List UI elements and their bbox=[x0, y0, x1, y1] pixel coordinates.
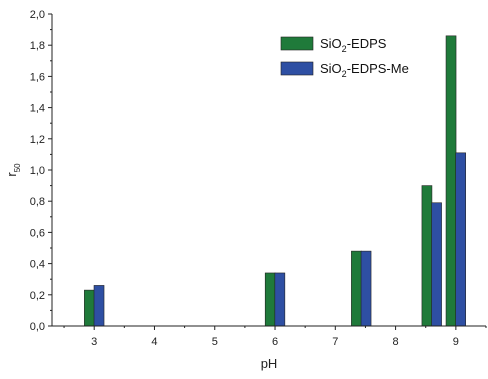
tick-labels: 0,0 0,2 0,4 0,6 0,8 1,0 1,2 1,4 1,6 1,8 2,0 3 4 5 6 7 8 9 bbox=[30, 9, 459, 348]
legend-label-sio2-edps-main: SiO bbox=[320, 36, 342, 51]
legend-label-sio2-edps-me-main: SiO bbox=[320, 61, 342, 76]
bar-series-2-point-1 bbox=[93, 285, 105, 327]
y-tick-label: 1,8 bbox=[30, 40, 45, 52]
x-tick-label: 4 bbox=[151, 336, 157, 348]
y-tick-label: 0,8 bbox=[30, 196, 45, 208]
bar-series-2-point-2 bbox=[274, 272, 286, 327]
ticks bbox=[48, 13, 487, 330]
bar-series-1-point-5 bbox=[445, 35, 457, 327]
y-tick-label: 0,6 bbox=[30, 227, 45, 239]
y-axis-title-sub: 50 bbox=[13, 163, 22, 172]
bar-series-1-point-4 bbox=[421, 185, 433, 327]
legend-label-sio2-edps-sub: 2 bbox=[342, 44, 347, 54]
legend-label-sio2-edps: SiO2-EDPS bbox=[320, 36, 387, 54]
bar-series-2-point-5 bbox=[455, 152, 466, 327]
y-tick-label: 0,2 bbox=[30, 290, 45, 302]
legend-label-sio2-edps-me-rest: -EDPS-Me bbox=[347, 61, 409, 76]
y-tick-label: 2,0 bbox=[30, 9, 45, 21]
legend-label-sio2-edps-me-sub: 2 bbox=[342, 69, 347, 79]
legend-swatch-sio2-edps-me bbox=[280, 61, 314, 76]
x-tick-label: 6 bbox=[272, 336, 278, 348]
legend-label-sio2-edps-rest: -EDPS bbox=[347, 36, 387, 51]
y-axis-title: r50 bbox=[4, 163, 22, 177]
y-tick-label: 0,4 bbox=[30, 259, 45, 271]
x-axis-title: pH bbox=[261, 356, 278, 371]
bar-series-2-point-3 bbox=[360, 250, 372, 327]
legend-swatch-sio2-edps bbox=[280, 36, 314, 51]
y-tick-label: 1,0 bbox=[30, 165, 45, 177]
bars bbox=[84, 35, 466, 327]
y-tick-label: 1,4 bbox=[30, 103, 45, 115]
x-tick-label: 3 bbox=[91, 336, 97, 348]
y-tick-label: 1,6 bbox=[30, 71, 45, 83]
x-tick-label: 9 bbox=[453, 336, 459, 348]
x-tick-label: 5 bbox=[212, 336, 218, 348]
bar-series-1-point-1 bbox=[84, 289, 95, 327]
x-tick-label: 7 bbox=[332, 336, 338, 348]
x-tick-label: 8 bbox=[393, 336, 399, 348]
bar-series-1-point-2 bbox=[264, 272, 276, 327]
y-axis-title-main: r bbox=[4, 172, 19, 177]
y-tick-label: 1,2 bbox=[30, 134, 45, 146]
y-tick-label: 0,0 bbox=[30, 321, 45, 333]
legend: SiO2-EDPS SiO2-EDPS-Me bbox=[280, 36, 409, 79]
bar-series-1-point-3 bbox=[351, 250, 362, 327]
legend-label-sio2-edps-me: SiO2-EDPS-Me bbox=[320, 61, 409, 79]
bar-series-2-point-4 bbox=[431, 202, 442, 327]
